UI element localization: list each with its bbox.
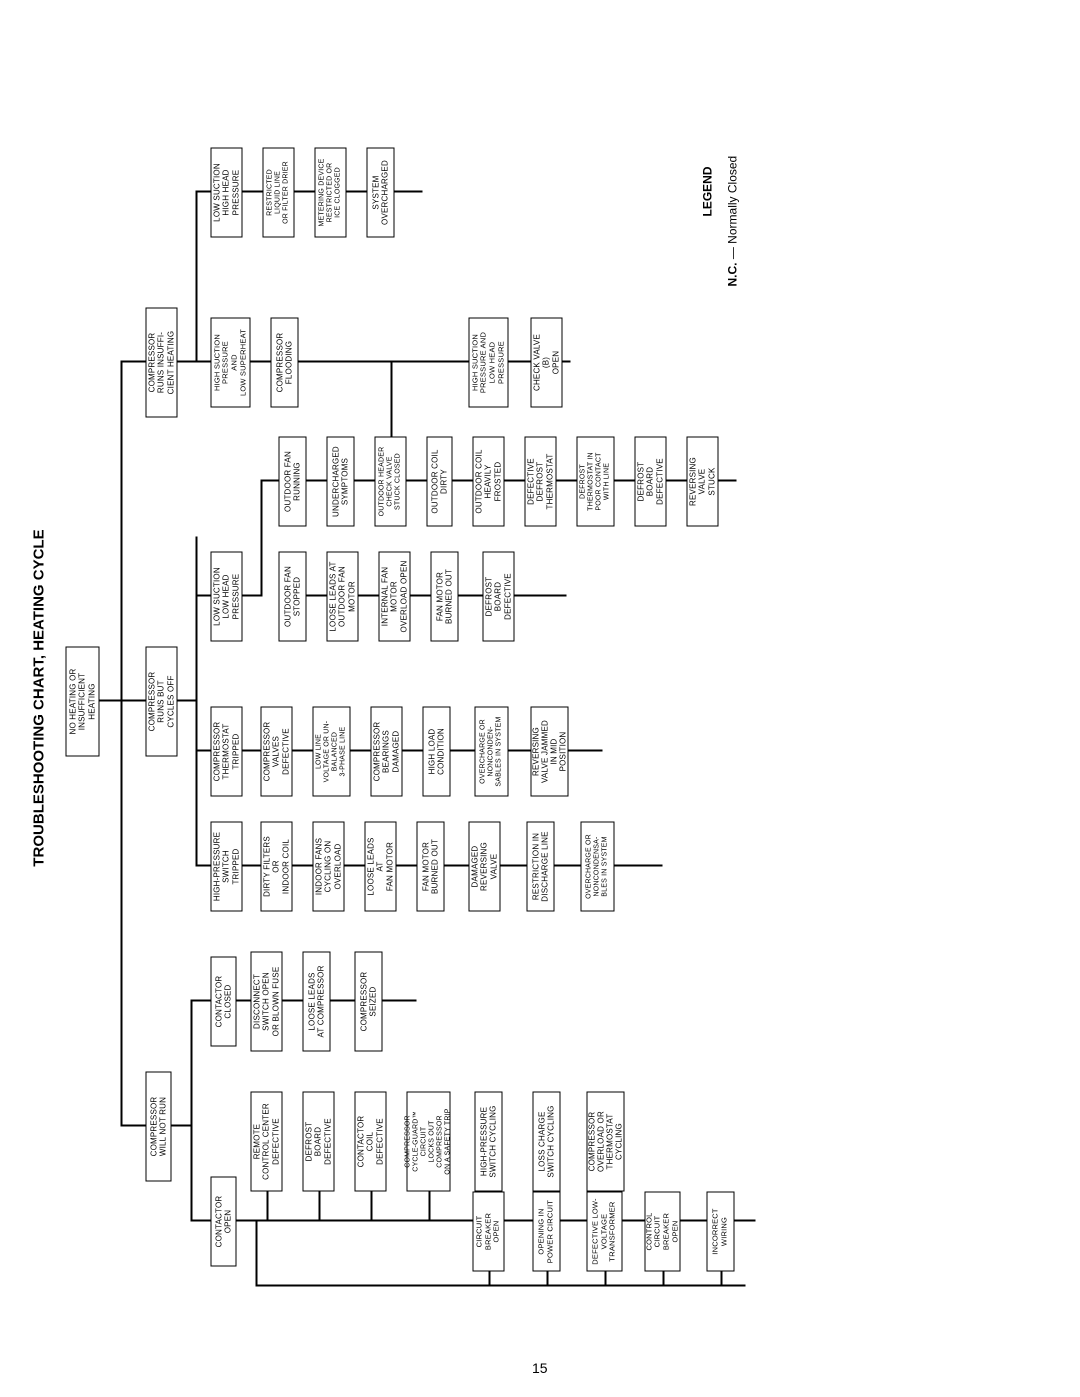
box-b35: DEFROSTBOARDDEFECTIVE xyxy=(483,552,515,642)
box-compressor-cycles-off: COMPRESSORRUNS BUTCYCLES OFF xyxy=(146,647,178,757)
box-b312: UNDERCHARGEDSYMPTOMS xyxy=(327,437,355,527)
box-a12: DEFROSTBOARDDEFECTIVE xyxy=(303,1092,335,1192)
box-b319: REVERSINGVALVESTUCK xyxy=(687,437,719,527)
box-b23: COMPRESSORBEARINGSDAMAGED xyxy=(371,707,403,797)
box-d1: LOW SUCTIONHIGH HEADPRESSURE xyxy=(211,148,243,238)
box-b3: LOW SUCTIONLOW HEADPRESSURE xyxy=(211,552,243,642)
box-b313: OUTDOOR HEADERCHECK VALVESTUCK CLOSED xyxy=(375,437,407,527)
box-b314: OUTDOOR COILDIRTY xyxy=(427,437,453,527)
box-contactor-open: CONTACTOROPEN xyxy=(211,1177,237,1267)
box-b12: INDOOR FANSCYCLING ONOVERLOAD xyxy=(313,822,345,912)
box-a15: HIGH-PRESSURESWITCH CYCLING xyxy=(475,1092,503,1192)
box-c3: HIGH SUCTIONPRESSURE ANDLOW HEADPRESSURE xyxy=(469,318,509,408)
box-a11: REMOTECONTROL CENTERDEFECTIVE xyxy=(251,1092,283,1192)
box-b13: LOOSE LEADSATFAN MOTOR xyxy=(365,822,397,912)
box-b22: LOW LINEVOLTAGE OR UN-BALANCED3-PHASE LI… xyxy=(313,707,351,797)
box-p1: CIRCUITBREAKEROPEN xyxy=(473,1192,505,1272)
page: TROUBLESHOOTING CHART, HEATING CYCLE NO … xyxy=(0,0,1080,1397)
box-a23: COMPRESSORSEIZED xyxy=(355,952,383,1052)
box-c2: COMPRESSORFLOODING xyxy=(271,318,299,408)
box-compressor-will-not-run: COMPRESSORWILL NOT RUN xyxy=(146,1072,172,1182)
box-c4: CHECK VALVE(B)OPEN xyxy=(531,318,563,408)
box-b24: HIGH LOADCONDITION xyxy=(423,707,451,797)
box-b317: DEFROSTTHERMOSTAT INPOOR CONTACTWITH LIN… xyxy=(577,437,615,527)
box-b21: COMPRESSORVALVESDEFECTIVE xyxy=(261,707,293,797)
box-b17: OVERCHARGE ORNONCONDENSA-BLES IN SYSTEM xyxy=(581,822,615,912)
box-b14: FAN MOTORBURNED OUT xyxy=(417,822,445,912)
box-b34: FAN MOTORBURNED OUT xyxy=(431,552,459,642)
legend-nc: N.C. xyxy=(726,263,740,287)
box-a14: COMPRESSORCYCLE-GUARD™ CIRCUITLOCKS OUTC… xyxy=(407,1092,451,1192)
box-d4: SYSTEMOVERCHARGED xyxy=(367,148,395,238)
box-p2: OPENING INPOWER CIRCUIT xyxy=(533,1192,561,1272)
box-d2: RESTRICTEDLIQUID LINEOR FILTER DRIER xyxy=(263,148,295,238)
box-c1: HIGH SUCTIONPRESSUREANDLOW SUPERHEAT xyxy=(211,318,251,408)
box-a16: LOSS CHARGESWITCH CYCLING xyxy=(533,1092,561,1192)
box-b31: OUTDOOR FANSTOPPED xyxy=(279,552,307,642)
box-root: NO HEATING ORINSUFFICIENTHEATING xyxy=(66,647,100,757)
box-d3: METERING DEVICERESTRICTED ORICE CLOGGED xyxy=(315,148,347,238)
box-p3: DEFECTIVE LOW-VOLTAGETRANSFORMER xyxy=(587,1192,623,1272)
box-b16: RESTRICTION INDISCHARGE LINE xyxy=(527,822,555,912)
legend-dash: — xyxy=(726,244,740,259)
box-b1: HIGH-PRESSURESWITCHTRIPPED xyxy=(211,822,243,912)
box-compressor-insufficient: COMPRESSORRUNS INSUFFI-CIENT HEATING xyxy=(146,308,178,418)
legend-title: LEGEND xyxy=(701,166,715,216)
box-b311: OUTDOOR FANRUNNING xyxy=(279,437,307,527)
page-number: 15 xyxy=(532,1360,548,1376)
box-b15: DAMAGEDREVERSINGVALVE xyxy=(469,822,501,912)
box-b33: INTERNAL FANMOTOROVERLOAD OPEN xyxy=(379,552,411,642)
box-p5: INCORRECTWIRING xyxy=(707,1192,735,1272)
legend-nc-label: Normally Closed xyxy=(726,156,740,244)
box-contactor-closed: CONTACTORCLOSED xyxy=(211,957,237,1047)
box-b25: OVERCHARGE ORNONCONDEN-SABLES IN SYSTEM xyxy=(475,707,509,797)
chart-rotated: TROUBLESHOOTING CHART, HEATING CYCLE NO … xyxy=(1,0,1080,1397)
box-b11: DIRTY FILTERSORINDOOR COIL xyxy=(261,822,293,912)
box-b315: OUTDOOR COILHEAVILYFROSTED xyxy=(473,437,505,527)
legend-row: N.C. — Normally Closed xyxy=(726,156,740,287)
box-b32: LOOSE LEADS ATOUTDOOR FANMOTOR xyxy=(327,552,359,642)
box-b26: REVERSINGVALVE JAMMEDIN MIDPOSITION xyxy=(531,707,569,797)
box-a17: COMPRESSOROVERLOAD ORTHERMOSTATCYCLING xyxy=(587,1092,625,1192)
box-b2: COMPRESSORTHERMOSTATTRIPPED xyxy=(211,707,243,797)
box-a21: DISCONNECTSWITCH OPENOR BLOWN FUSE xyxy=(251,952,283,1052)
box-b318: DEFROSTBOARDDEFECTIVE xyxy=(635,437,667,527)
box-p4: CONTROLCIRCUITBREAKEROPEN xyxy=(645,1192,681,1272)
box-a13: CONTACTORCOILDEFECTIVE xyxy=(355,1092,387,1192)
chart-title: TROUBLESHOOTING CHART, HEATING CYCLE xyxy=(31,0,48,1397)
box-a22: LOOSE LEADSAT COMPRESSOR xyxy=(303,952,331,1052)
box-b316: DEFECTIVEDEFROSTTHERMOSTAT xyxy=(525,437,557,527)
